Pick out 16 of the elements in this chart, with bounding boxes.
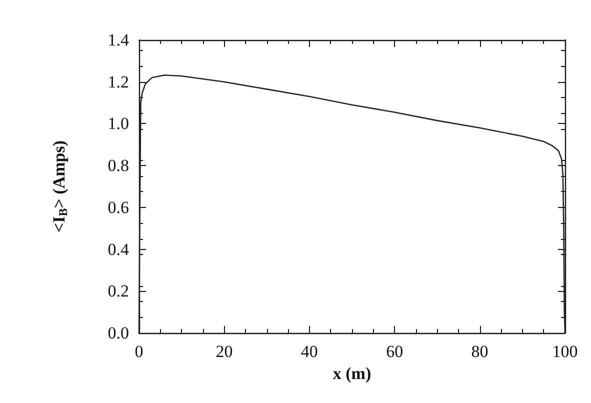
x-tick-label: 20 xyxy=(216,342,233,361)
x-tick-label: 80 xyxy=(471,342,488,361)
y-tick-label: 1.0 xyxy=(108,114,129,134)
y-tick-label: 0.8 xyxy=(108,156,129,176)
y-tick-label: 1.4 xyxy=(108,30,130,50)
y-tick-label: 0.6 xyxy=(108,198,129,217)
y-axis-title: <IB> (Amps) xyxy=(50,140,70,233)
y-tick-label: 0.2 xyxy=(108,282,129,301)
y-tick-label: 1.2 xyxy=(108,72,129,92)
x-axis-title: x (m) xyxy=(332,364,372,383)
y-tick-label: 0.0 xyxy=(108,324,129,342)
x-tick-label: 0 xyxy=(134,342,144,361)
x-tick-label: 100 xyxy=(552,342,578,361)
x-tick-label: 40 xyxy=(300,342,318,361)
x-tick-label: 60 xyxy=(386,342,404,361)
y-tick-label: 0.4 xyxy=(108,240,130,259)
